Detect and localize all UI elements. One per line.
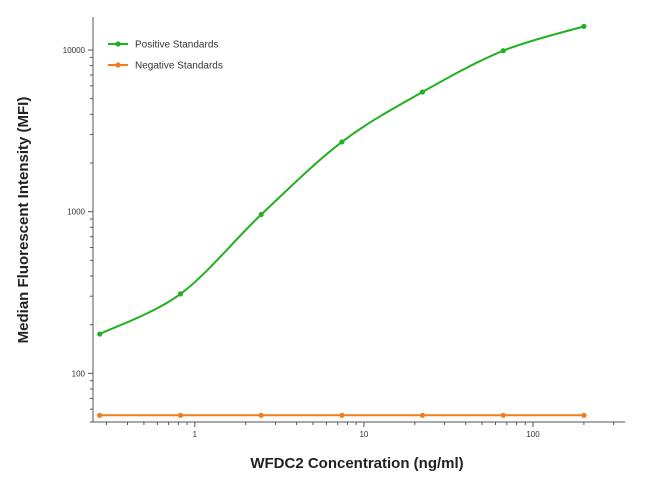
x-axis-title: WFDC2 Concentration (ng/ml) bbox=[250, 455, 463, 472]
positive-standardspoint bbox=[581, 23, 587, 29]
axes bbox=[92, 17, 625, 423]
negative-standardspoint bbox=[339, 412, 345, 418]
negative-standardspoint bbox=[258, 412, 264, 418]
y-tick-label: 1000 bbox=[67, 208, 85, 217]
series bbox=[97, 23, 587, 418]
negative-standardspoint bbox=[177, 412, 184, 418]
positive-standardspoint bbox=[339, 139, 345, 145]
x-tick-label: 100 bbox=[526, 430, 540, 439]
y-axis-title: Median Fluorescent Intensity (MFI) bbox=[15, 97, 32, 344]
negative-standardspoint bbox=[419, 412, 426, 418]
negative-standardspoint bbox=[500, 412, 506, 418]
y-ticks: 100 1000 10000 bbox=[63, 46, 93, 423]
y-tick-label: 100 bbox=[72, 369, 86, 378]
positive-standardspoint bbox=[419, 89, 426, 95]
positive-standardsline bbox=[99, 25, 585, 335]
negative-standardspoint bbox=[581, 412, 587, 418]
negative-standardspoint bbox=[97, 412, 103, 418]
positive-standardspoint bbox=[177, 291, 184, 297]
positive-standardspoint bbox=[258, 211, 264, 218]
x-tick-label: 1 bbox=[193, 430, 198, 439]
positive-standardspoint bbox=[97, 331, 103, 337]
legend-negative-standardslabel: Negative Standards bbox=[135, 61, 223, 72]
y-tick-label: 10000 bbox=[63, 46, 86, 55]
x-ticks: 1 10 100 bbox=[105, 422, 615, 439]
legend-negative-standardsmarker bbox=[115, 62, 121, 68]
legend-positive-standardsmarker bbox=[115, 41, 121, 47]
x-tick-label: 10 bbox=[359, 430, 368, 439]
positive-standardspoint bbox=[500, 48, 506, 54]
legend: Positive Standards Negative Standards bbox=[108, 40, 223, 72]
legend-positive-standardslabel: Positive Standards bbox=[135, 40, 218, 51]
